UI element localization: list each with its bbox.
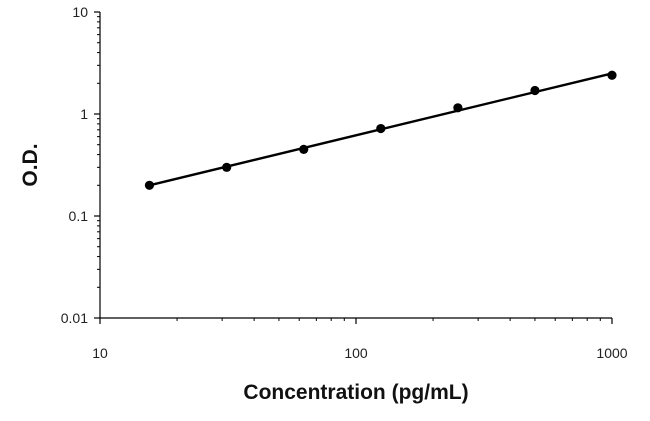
data-point [530,85,540,96]
data-point [222,162,232,172]
x-tick-label: 1000 [596,345,627,361]
data-point [607,70,617,80]
y-tick-label: 1 [80,106,88,122]
x-tick-label: 10 [92,345,108,361]
axes [99,12,612,319]
y-tick-label: 10 [72,4,88,20]
y-tick-label: 0.01 [61,310,88,326]
data-point [144,180,155,190]
data-point [376,123,386,134]
data-points [144,70,617,190]
major-ticks [94,11,613,324]
y-axis-title: O.D. [19,143,42,186]
data-point [453,103,463,113]
y-tick-label: 0.1 [69,208,89,224]
x-tick-label: 100 [344,345,368,361]
minor-ticks [97,16,601,321]
x-axis-title: Concentration (pg/mL) [243,381,468,404]
tick-labels: 0.01 0.1 1 10 10 100 1000 [61,4,628,361]
data-point [299,144,309,154]
